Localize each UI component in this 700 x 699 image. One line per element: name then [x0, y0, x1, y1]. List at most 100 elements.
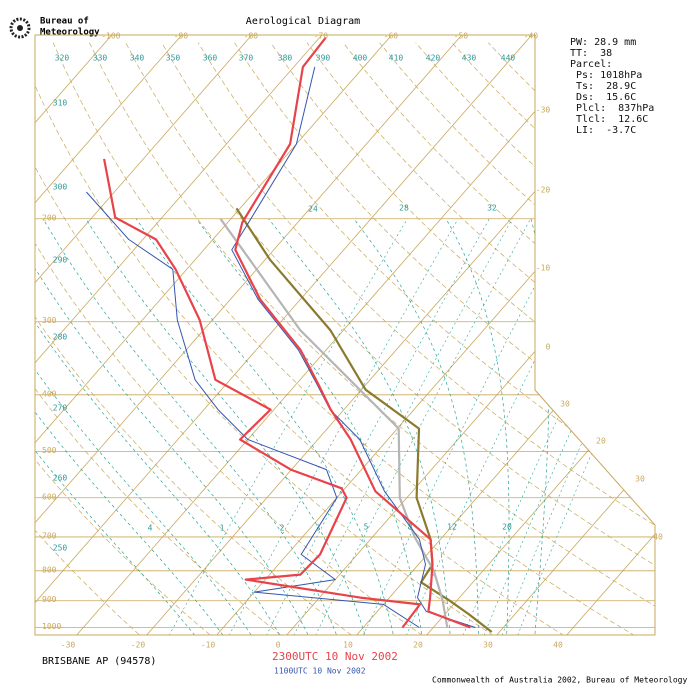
mixing-ratio-line	[360, 218, 571, 635]
x-tick-label: -20	[131, 641, 146, 650]
sounding-line	[103, 158, 421, 629]
side-label: -30	[536, 106, 551, 115]
mixing-ratio-label: 32	[487, 204, 497, 213]
dry-adiabat	[35, 42, 501, 635]
isotherm	[67, 35, 603, 635]
moist-adiabat	[35, 218, 227, 635]
mixing-ratio-line	[263, 218, 490, 635]
isotherm	[417, 35, 655, 635]
theta-label: 320	[55, 54, 70, 63]
x-tick-label: 40	[553, 641, 563, 650]
info-line: Ds: 15.6C	[570, 92, 636, 103]
x-tick-label: 30	[483, 641, 493, 650]
theta-label: 430	[462, 54, 477, 63]
theta-label: 280	[53, 333, 68, 342]
info-line: Ps: 1018hPa	[570, 70, 642, 81]
x-tick-label: -50	[454, 32, 469, 41]
moist-adiabat	[135, 218, 395, 635]
mixing-ratio-label: 1	[220, 524, 225, 533]
mixing-ratio-label: 4	[148, 524, 153, 533]
y-tick-label: 700	[42, 531, 57, 540]
dry-adiabat	[270, 42, 655, 635]
isotherm	[277, 35, 655, 635]
theta-label: 350	[166, 54, 181, 63]
y-tick-label: 200	[42, 213, 57, 222]
dry-adiabat	[125, 42, 655, 635]
y-tick-label: 500	[42, 446, 57, 455]
side-label: 30	[560, 400, 570, 409]
theta-label: 250	[53, 544, 68, 553]
y-tick-label: 1000	[42, 622, 61, 631]
dry-adiabat	[35, 42, 572, 635]
plot-border	[34, 34, 656, 636]
side-label: 40	[653, 533, 663, 542]
moist-adiabat	[42, 218, 339, 635]
theta-label: 410	[389, 54, 404, 63]
mixing-ratio-label: 12	[447, 523, 457, 532]
theta-label: 390	[316, 54, 331, 63]
x-tick-label: -80	[244, 32, 259, 41]
theta-label: 370	[239, 54, 254, 63]
mixing-ratio-label: 2	[280, 524, 285, 533]
mixing-ratio-label: 5	[364, 523, 369, 532]
moist-adiabat	[85, 218, 367, 635]
mixing-ratio-line	[226, 218, 459, 635]
logo-icon	[17, 25, 23, 31]
mixing-ratio-line	[461, 218, 654, 635]
info-line: Tlcl: 12.6C	[570, 114, 648, 125]
moist-adiabat	[268, 218, 451, 635]
theta-label: 440	[501, 54, 516, 63]
mixing-ratio-label: 8	[408, 523, 413, 532]
dry-adiabat	[379, 42, 655, 635]
dry-adiabat	[35, 42, 359, 635]
mixing-ratio-label: 28	[399, 204, 409, 213]
isotherm	[35, 35, 183, 635]
info-line: LI: -3.7C	[570, 125, 636, 136]
mixing-ratio-label: 3	[316, 524, 321, 533]
x-tick-label: -40	[524, 32, 539, 41]
x-tick-label: -30	[61, 641, 76, 650]
y-tick-label: 400	[42, 389, 57, 398]
side-label: -10	[536, 264, 551, 273]
parcel-line	[219, 218, 449, 628]
theta-label: 300	[53, 183, 68, 192]
info-line: Parcel:	[570, 59, 612, 70]
logo-text: Meteorology	[40, 28, 100, 38]
y-tick-label: 300	[42, 316, 57, 325]
dry-adiabat	[197, 42, 655, 635]
y-tick-label: 600	[42, 492, 57, 501]
parcel-line	[235, 207, 493, 633]
theta-label: 380	[278, 54, 293, 63]
isotherm	[347, 35, 655, 635]
logo: Bureau of Meteorology	[9, 17, 100, 39]
mixing-ratio-label: 20	[502, 523, 512, 532]
theta-label: 400	[353, 54, 368, 63]
x-tick-label: -100	[101, 32, 120, 41]
moist-adiabat	[353, 218, 479, 635]
sounding-line	[86, 191, 420, 628]
x-tick-label: 0	[276, 641, 281, 650]
isotherm	[35, 35, 323, 635]
y-tick-label: 800	[42, 565, 57, 574]
mixing-ratio-line	[313, 218, 531, 635]
theta-label: 270	[53, 404, 68, 413]
mixing-ratio-line	[166, 218, 408, 635]
sounding-line	[234, 36, 471, 629]
dry-adiabat	[342, 42, 655, 635]
theta-label: 340	[130, 54, 145, 63]
moist-adiabat	[530, 218, 550, 635]
dry-adiabat	[35, 42, 288, 635]
sounding-line	[231, 66, 476, 628]
x-tick-label: -70	[314, 32, 329, 41]
x-tick-label: -60	[384, 32, 399, 41]
x-tick-label: -90	[174, 32, 189, 41]
side-label: -20	[536, 186, 551, 195]
x-tick-label: -10	[201, 641, 216, 650]
theta-label: 290	[53, 256, 68, 265]
moist-adiabat	[445, 218, 510, 635]
mixing-ratio-line	[515, 218, 655, 635]
moist-adiabat	[35, 218, 199, 635]
isotherm	[35, 35, 533, 635]
